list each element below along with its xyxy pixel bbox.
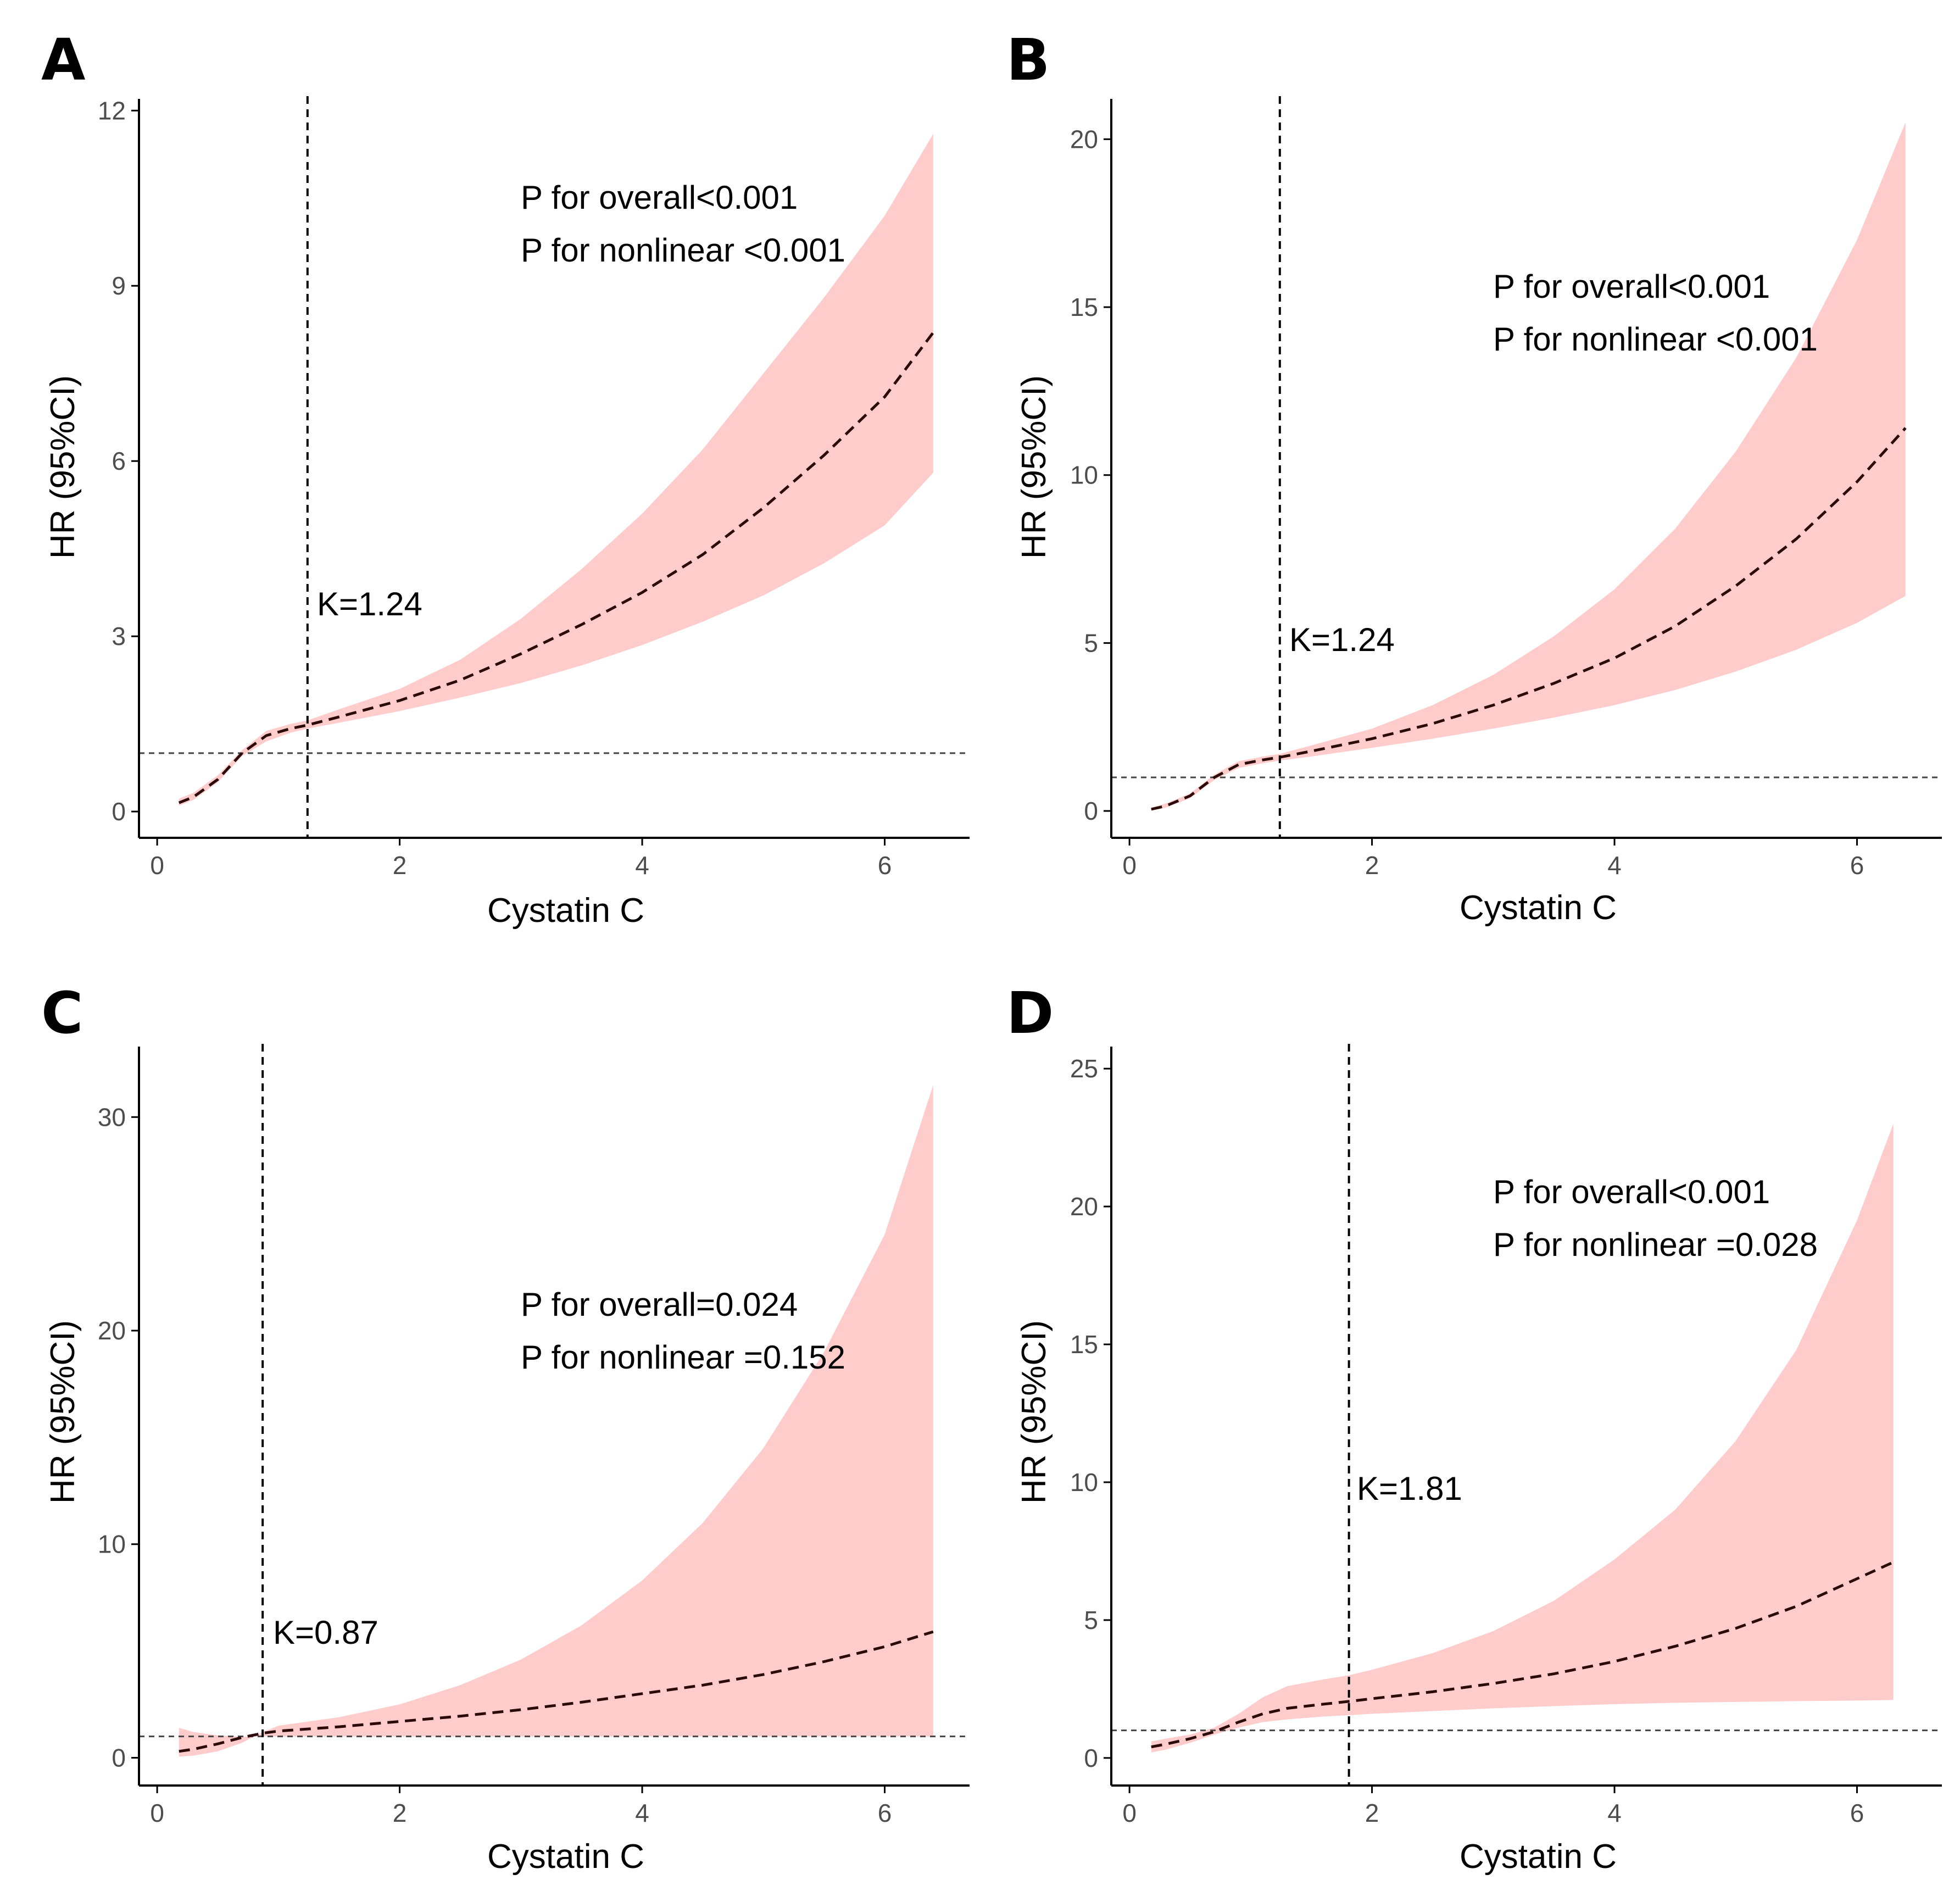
panel-c-p-nonlinear: P for nonlinear =0.152 [521,1339,845,1376]
panel-b-x-tick-label: 0 [1122,851,1137,880]
panel-d-y-tick-label: 15 [1070,1330,1098,1359]
panel-b-p-nonlinear: P for nonlinear <0.001 [1493,321,1818,358]
panel-a-p-overall: P for overall<0.001 [521,179,798,216]
panel-c-y-tick-label: 10 [98,1530,126,1559]
panel-c: C 0 10 20 30 0 2 4 6 Cystatin C HR (95%CI) P fo… [41,980,970,1876]
panel-c-ci-band [179,1085,933,1757]
panel-d-hr-curve [1151,1561,1894,1749]
panel-b-p-overall: P for overall<0.001 [1493,268,1770,305]
panel-a-p-nonlinear: P for nonlinear <0.001 [521,232,845,269]
panel-c-x-tick-label: 0 [150,1799,164,1827]
panel-c-y-tick-label: 0 [112,1743,126,1772]
panel-a-ci-band [179,134,933,806]
panel-d-p-overall: P for overall<0.001 [1493,1173,1770,1210]
panel-b-x-tick-label: 6 [1850,851,1864,880]
panel-d: D 0 5 10 15 20 25 0 2 4 6 Cystatin C HR (95%CI) P… [1006,980,1942,1876]
panel-d-y-axis-title: HR (95%CI) [1015,1320,1053,1504]
panel-b-x-tick-label: 2 [1365,851,1379,880]
panel-b-x-axis-title: Cystatin C [1460,889,1617,927]
panel-a-x-tick-label: 4 [635,851,649,880]
panel-a-y-tick-label: 6 [112,447,126,475]
panel-b: B 0 5 10 15 20 0 2 4 6 Cystatin C HR (95%CI) P f… [1006,26,1942,927]
panel-c-x-tick-label: 4 [635,1799,649,1827]
panel-b-y-tick-label: 5 [1084,629,1098,657]
panel-d-x-tick-label: 2 [1365,1799,1379,1827]
panel-d-y-tick-label: 0 [1084,1744,1098,1772]
panel-d-y-tick-label: 25 [1070,1054,1098,1083]
panel-c-knot-label: K=0.87 [273,1614,378,1651]
panel-d-plot: 0 5 10 15 20 25 0 2 4 6 [1070,1044,1942,1827]
panel-a-x-tick-label: 0 [150,851,164,880]
panel-a: A 0 3 6 9 12 0 2 4 6 Cystatin C HR (95%CI) P for… [41,26,970,930]
panel-d-y-tick-label: 5 [1084,1606,1098,1634]
panel-d-y-tick-label: 20 [1070,1192,1098,1221]
panel-a-y-axis-title: HR (95%CI) [44,375,82,559]
panel-b-y-axis-title: HR (95%CI) [1015,375,1053,559]
panel-a-y-tick-label: 3 [112,622,126,650]
panel-c-p-overall: P for overall=0.024 [521,1286,798,1323]
panel-c-hr-curve [179,1630,934,1753]
panel-d-x-tick-label: 0 [1122,1799,1137,1827]
panel-c-x-axis-title: Cystatin C [487,1838,644,1876]
panel-a-y-tick-label: 12 [98,96,126,125]
panel-a-y-tick-label: 9 [112,271,126,300]
panel-d-knot-label: K=1.81 [1357,1470,1462,1507]
panel-a-y-tick-label: 0 [112,797,126,826]
panel-d-x-tick-label: 4 [1607,1799,1622,1827]
panel-a-x-tick-label: 6 [878,851,892,880]
panel-letter-d: D [1006,980,1054,1047]
panel-a-knot-label: K=1.24 [317,586,422,622]
panel-b-y-tick-label: 0 [1084,797,1098,825]
panel-d-p-nonlinear: P for nonlinear =0.028 [1493,1226,1818,1263]
panel-d-ci-band [1151,1124,1894,1753]
panel-a-x-axis-title: Cystatin C [487,892,644,930]
panel-c-plot: 0 10 20 30 0 2 4 6 [98,1044,970,1827]
panel-a-plot: 0 3 6 9 12 0 2 4 6 [98,96,970,880]
panel-d-x-tick-label: 6 [1850,1799,1864,1827]
panel-c-x-tick-label: 2 [393,1799,407,1827]
panel-c-y-tick-label: 30 [98,1103,126,1131]
panel-letter-a: A [41,26,86,93]
panel-letter-c: C [41,980,83,1047]
panel-a-hr-curve [178,331,934,804]
panel-c-x-tick-label: 6 [878,1799,892,1827]
panel-c-y-tick-label: 20 [98,1316,126,1345]
panel-a-x-tick-label: 2 [393,851,407,880]
panel-b-knot-label: K=1.24 [1289,621,1395,658]
panel-b-hr-curve [1151,427,1907,811]
panel-d-y-tick-label: 10 [1070,1468,1098,1497]
panel-b-x-tick-label: 4 [1607,851,1622,880]
panel-b-y-tick-label: 10 [1070,461,1098,490]
panel-b-y-tick-label: 20 [1070,125,1098,153]
panel-b-ci-band [1151,122,1906,810]
panel-letter-b: B [1006,26,1050,93]
panel-b-plot: 0 5 10 15 20 0 2 4 6 [1070,96,1942,880]
panel-d-x-axis-title: Cystatin C [1460,1838,1617,1876]
panel-b-y-tick-label: 15 [1070,293,1098,321]
panel-c-y-axis-title: HR (95%CI) [44,1320,82,1504]
